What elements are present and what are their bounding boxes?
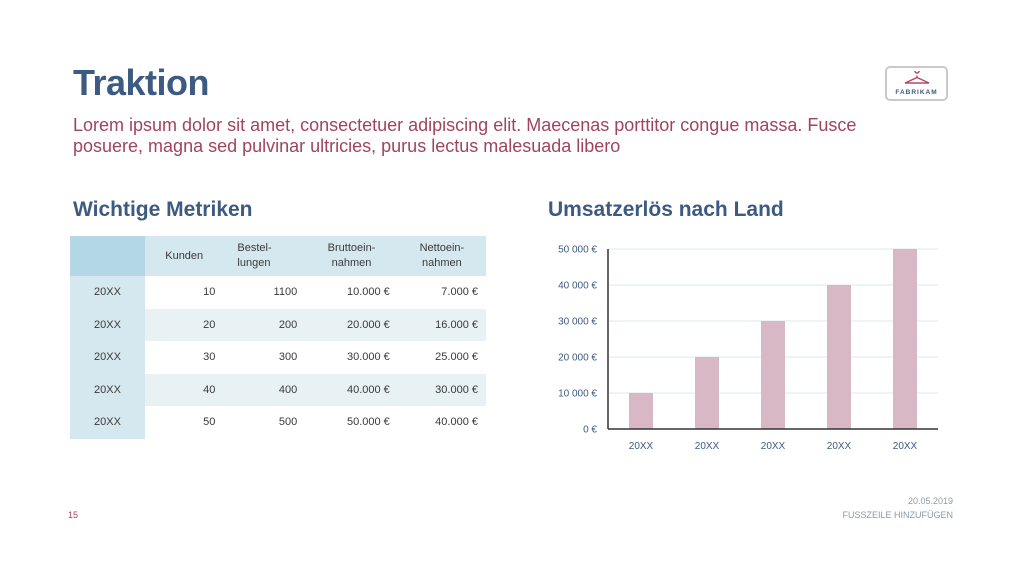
cell-brutto: 20.000 € bbox=[305, 308, 398, 341]
bar bbox=[893, 249, 917, 429]
table-row: 20XX 20 200 20.000 € 16.000 € bbox=[70, 308, 486, 341]
col-header-bestellungen-text: Bestel- lungen bbox=[237, 242, 272, 269]
logo-text: FABRIKAM bbox=[895, 89, 938, 96]
page-number: 15 bbox=[68, 510, 79, 520]
y-tick-label: 0 € bbox=[583, 425, 597, 436]
revenue-bar-chart: 0 € 10 000 € 20 000 € 30 000 € 40 000 € 50 00… bbox=[558, 245, 938, 452]
cell-bestellungen: 400 bbox=[223, 373, 306, 406]
cell-kunden: 40 bbox=[145, 373, 224, 406]
cell-netto: 30.000 € bbox=[397, 373, 486, 406]
cell-brutto: 10.000 € bbox=[346, 286, 390, 299]
table-header-row: Kunden Bestel- lungen Bruttoein- nahmen … bbox=[70, 236, 486, 276]
y-tick-label: 50 000 € bbox=[558, 245, 597, 256]
cell-kunden: 20 bbox=[145, 308, 224, 341]
cell-kunden: 30 bbox=[203, 351, 216, 364]
cell-brutto: 40.000 € bbox=[305, 373, 398, 406]
y-tick-label: 10 000 € bbox=[558, 389, 597, 400]
x-tick-label: 20XX bbox=[827, 441, 852, 452]
row-year: 20XX bbox=[70, 341, 145, 374]
col-header-brutto-text: Bruttoein- nahmen bbox=[327, 242, 376, 269]
cell-bestellungen: 500 bbox=[278, 416, 298, 429]
table-row: 20XX 30 300 30.000 € 25.000 € bbox=[70, 341, 486, 374]
col-header-brutto: Bruttoein- nahmen bbox=[305, 236, 398, 276]
hanger-icon bbox=[904, 71, 930, 84]
row-year: 20XX bbox=[70, 308, 145, 341]
y-tick-label: 40 000 € bbox=[558, 281, 597, 292]
col-header-netto-text: Nettoein- nahmen bbox=[419, 242, 465, 269]
col-header-netto: Nettoein- nahmen bbox=[397, 236, 486, 276]
footer-date: 20.05.2019 bbox=[907, 496, 953, 506]
table-row: 20XX 10 1100 10.000 € 7.000 € bbox=[70, 276, 486, 309]
bar bbox=[827, 285, 851, 429]
table-row: 20XX 50 500 50.000 € 40.000 € bbox=[70, 406, 486, 439]
metrics-heading: Wichtige Metriken bbox=[73, 198, 253, 221]
x-tick-label: 20XX bbox=[761, 441, 786, 452]
footer-text: FUSSZEILE HINZUFÜGEN bbox=[842, 510, 953, 520]
y-tick-label: 20 000 € bbox=[558, 353, 597, 364]
cell-bestellungen: 300 bbox=[278, 351, 298, 364]
cell-netto: 16.000 € bbox=[397, 308, 486, 341]
col-header-bestellungen: Bestel- lungen bbox=[223, 236, 306, 276]
slide-title: Traktion bbox=[73, 62, 210, 103]
chart-heading: Umsatzerlös nach Land bbox=[548, 198, 784, 221]
cell-bestellungen: 1100 bbox=[273, 286, 298, 299]
cell-bestellungen: 200 bbox=[223, 308, 306, 341]
bar bbox=[761, 321, 785, 429]
fabrikam-logo: FABRIKAM bbox=[885, 66, 948, 101]
row-year: 20XX bbox=[70, 373, 145, 406]
cell-brutto: 50.000 € bbox=[346, 416, 390, 429]
bar bbox=[695, 357, 719, 429]
y-tick-label: 30 000 € bbox=[558, 317, 597, 328]
metrics-table: Kunden Bestel- lungen Bruttoein- nahmen … bbox=[70, 236, 486, 439]
cell-netto: 40.000 € bbox=[435, 416, 478, 429]
col-header-kunden: Kunden bbox=[145, 236, 224, 276]
row-year: 20XX bbox=[70, 276, 145, 309]
cell-netto: 7.000 € bbox=[441, 286, 478, 299]
x-tick-label: 20XX bbox=[695, 441, 720, 452]
bar bbox=[629, 393, 653, 429]
cell-kunden: 10 bbox=[203, 286, 216, 299]
cell-kunden: 50 bbox=[203, 416, 216, 429]
x-tick-label: 20XX bbox=[629, 441, 654, 452]
cell-brutto: 30.000 € bbox=[346, 351, 390, 364]
slide-subtitle: Lorem ipsum dolor sit amet, consectetuer… bbox=[73, 115, 857, 156]
row-year: 20XX bbox=[70, 406, 145, 439]
table-corner-cell bbox=[70, 236, 145, 276]
table-row: 20XX 40 400 40.000 € 30.000 € bbox=[70, 373, 486, 406]
x-tick-label: 20XX bbox=[893, 441, 918, 452]
cell-netto: 25.000 € bbox=[435, 351, 478, 364]
